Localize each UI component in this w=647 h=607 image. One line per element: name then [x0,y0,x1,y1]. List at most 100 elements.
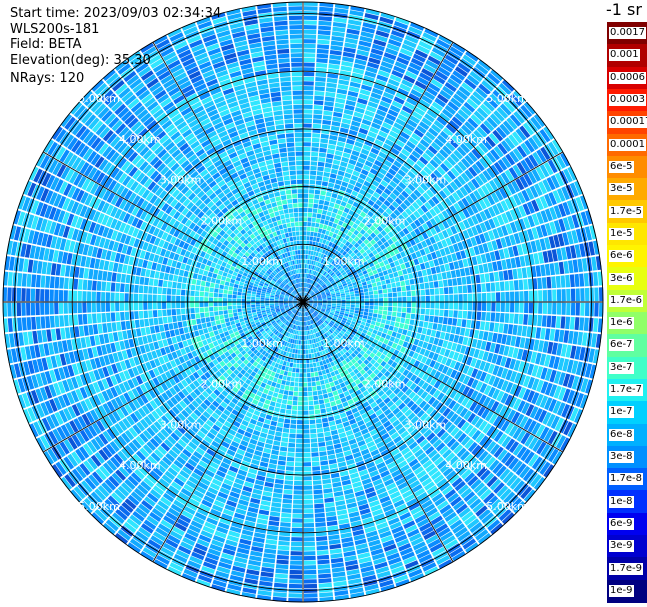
ppi-cell [550,415,560,430]
ppi-cell [315,316,319,321]
ppi-cell [402,468,413,477]
ppi-cell [341,416,349,423]
ppi-cell [526,350,533,363]
ppi-cell [481,512,494,524]
ppi-cell [382,504,395,513]
ppi-cell [416,518,430,528]
ppi-cell [285,321,289,326]
ppi-cell [555,316,561,329]
ppi-cell [238,315,244,319]
ppi-cell [204,521,217,530]
ppi-cell [117,529,131,541]
ppi-cell [476,339,483,349]
ppi-cell [353,315,358,320]
ppi-cell [372,508,384,517]
ppi-cell [369,305,374,310]
ppi-cell [190,454,200,464]
ppi-cell [220,319,225,324]
ppi-cell [397,351,404,359]
ppi-cell [462,538,477,550]
ppi-cell [460,421,470,432]
ppi-cell [566,359,574,373]
ppi-cell [171,302,176,309]
ppi-cell [101,281,107,292]
ppi-cell [318,582,333,588]
ppi-cell [182,466,193,475]
ppi-cell [112,262,119,272]
ppi-cell [200,334,206,341]
ppi-cell [374,517,387,526]
ppi-cell [327,330,332,336]
ppi-cell [454,381,462,391]
ppi-cell [244,578,258,585]
ppi-cell [137,465,149,476]
ppi-cell [448,473,460,484]
ppi-cell [316,428,324,433]
ppi-cell [167,281,173,288]
ppi-cell [304,316,306,322]
ppi-cell [473,329,480,339]
ppi-cell [503,491,516,504]
ppi-cell [218,466,228,474]
ppi-cell [477,406,486,417]
ppi-cell [453,302,459,310]
ppi-cell [316,337,321,342]
ppi-cell [339,382,346,388]
ppi-cell [258,353,264,360]
ppi-cell [106,312,111,322]
ppi-cell [326,387,332,393]
ppi-cell [393,349,400,356]
ppi-cell [391,495,403,504]
ppi-cell [490,522,504,535]
ppi-cell [345,351,351,357]
ppi-cell [311,381,316,387]
ppi-cell [574,317,580,331]
ppi-cell [374,437,383,445]
ppi-cell [262,378,269,384]
ppi-cell [223,331,230,337]
ppi-cell [282,432,289,438]
ppi-cell [294,320,297,325]
ppi-cell [126,329,133,339]
ppi-cell [282,351,287,356]
ppi-cell [466,518,480,530]
ppi-cell [228,530,241,538]
ppi-cell [111,272,117,282]
ppi-cell [204,333,211,339]
ppi-cell [213,474,224,482]
ppi-cell [482,351,489,361]
ppi-cell [470,390,479,401]
ppi-cell [370,333,377,339]
ppi-cell [304,335,307,340]
ppi-cell [316,540,328,546]
ppi-cell [272,377,278,383]
ppi-cell [277,343,282,349]
ppi-cell [274,373,280,379]
ppi-cell [118,466,130,478]
ppi-cell [366,355,373,362]
ppi-cell [358,469,369,477]
ppi-cell [303,452,311,458]
ppi-cell [286,404,292,410]
ppi-cell [132,453,143,465]
ppi-cell [475,432,485,444]
ppi-cell [350,302,355,305]
ppi-cell [454,527,468,538]
ppi-cell [291,324,295,329]
ppi-cell [389,465,399,474]
ppi-cell [478,450,489,462]
ppi-cell [186,502,198,511]
ppi-cell [181,409,190,418]
ppi-cell [282,319,287,324]
ppi-cell [289,338,293,344]
ppi-cell [501,334,507,345]
ppi-cell [400,317,406,324]
ppi-cell [303,377,307,383]
ppi-cell [288,593,303,598]
ppi-cell [471,379,479,389]
ppi-cell [233,362,240,369]
ppi-cell [355,333,361,338]
ppi-cell [320,340,325,346]
ppi-cell [246,304,251,308]
ppi-cell [282,324,286,329]
